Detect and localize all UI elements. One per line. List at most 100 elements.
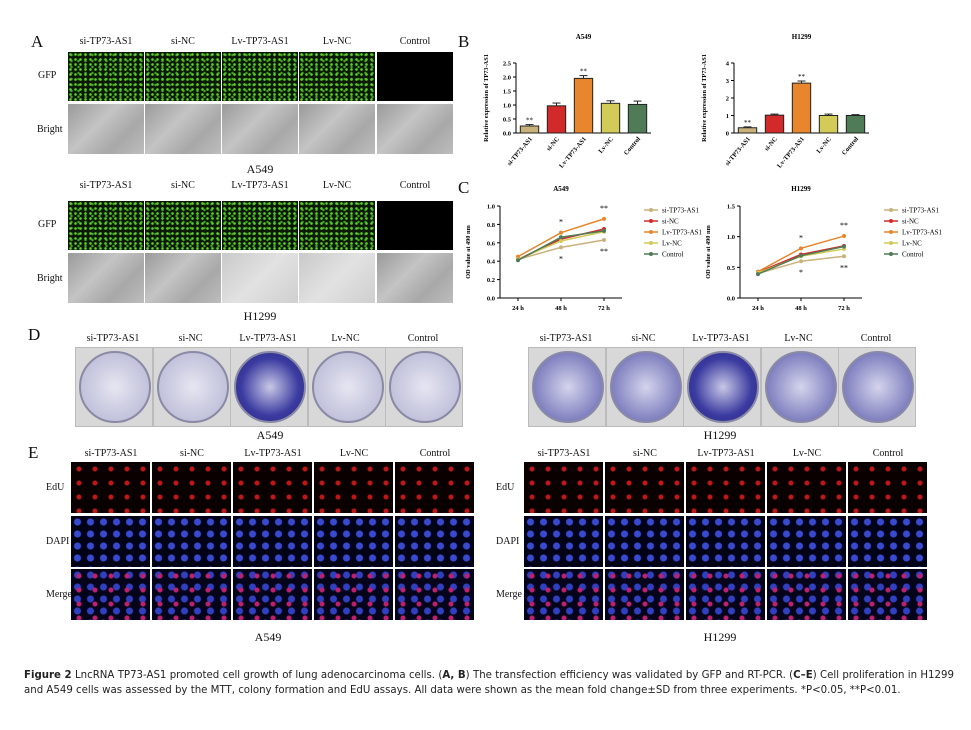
y-tick-label: 1.5	[727, 204, 736, 211]
column-header: Lv-TP73-AS1	[697, 448, 755, 459]
bar	[573, 77, 594, 134]
x-tick-label: Lv-NC	[815, 136, 833, 155]
bar	[519, 125, 540, 134]
column-header: si-TP73-AS1	[537, 448, 591, 459]
legend-marker	[889, 252, 893, 256]
legend-label: si-NC	[902, 218, 919, 226]
brightfield-image	[299, 104, 375, 154]
row-label-edu: EdU	[496, 482, 515, 493]
column-header: Lv-NC	[784, 333, 813, 344]
column-header: si-NC	[631, 333, 656, 344]
x-tick-label: Lv-TP73-AS1	[558, 136, 588, 170]
colony-plate-well	[528, 347, 606, 427]
y-axis-label: OD value at 490 nm	[465, 224, 472, 278]
data-point	[559, 230, 563, 235]
colony-plate-image	[311, 351, 384, 423]
panel-label-d: D	[28, 325, 41, 344]
gfp-image	[377, 201, 453, 250]
significance-above: **	[600, 204, 608, 213]
data-point	[516, 254, 520, 259]
bar	[627, 103, 648, 134]
x-tick-label: 24 h	[512, 305, 524, 312]
bar	[791, 82, 812, 134]
column-header: si-NC	[180, 448, 204, 459]
x-tick-label: Lv-TP73-AS1	[776, 136, 806, 170]
gfp-image	[222, 52, 298, 101]
y-tick-label: 2.5	[503, 61, 512, 68]
x-tick-label: si-TP73-AS1	[724, 136, 752, 167]
column-header: Lv-NC	[792, 448, 822, 459]
figure-caption: Figure 2 LncRNA TP73-AS1 promoted cell g…	[24, 668, 954, 698]
legend-label: si-NC	[662, 218, 679, 226]
colony-plate-well	[605, 347, 684, 427]
y-tick-label: 0.5	[727, 265, 736, 272]
colony-plate-well	[307, 347, 386, 427]
y-axis-label: Relative expression of TP73-AS1	[701, 54, 708, 142]
caption-text: ) The transfection efficiency was valida…	[465, 670, 794, 681]
column-header: Control	[860, 333, 892, 344]
colony-plate-well	[385, 347, 463, 427]
dapi-image	[71, 516, 150, 567]
data-point	[842, 254, 846, 259]
bar	[845, 115, 866, 134]
brightfield-image	[222, 253, 298, 303]
x-tick-label: si-NC	[763, 136, 779, 153]
colony-plate-image	[842, 351, 914, 423]
colony-plate-well	[75, 347, 153, 427]
merge-image	[524, 569, 603, 620]
legend-marker	[649, 252, 653, 256]
legend-label: Lv-TP73-AS1	[902, 229, 943, 237]
row-label-bright: Bright	[37, 124, 63, 135]
column-header: Lv-TP73-AS1	[692, 333, 750, 344]
significance-below: **	[840, 263, 848, 272]
gfp-image	[222, 201, 298, 250]
x-tick-label: Control	[841, 136, 860, 157]
brightfield-image	[299, 253, 375, 303]
merge-image	[686, 569, 765, 620]
y-tick-label: 3	[726, 78, 730, 85]
chart-title: A549	[576, 33, 592, 41]
cell-line-label: H1299	[703, 428, 737, 442]
brightfield-image	[68, 253, 144, 303]
row-label-merge: Merge	[496, 589, 522, 600]
bar	[818, 115, 839, 134]
edu-image	[71, 462, 150, 513]
colony-plate-image	[79, 351, 151, 423]
column-header: si-NC	[171, 36, 195, 47]
significance-below: **	[600, 247, 608, 256]
y-tick-label: 0.5	[503, 117, 512, 124]
data-point	[842, 234, 846, 239]
y-tick-label: 1.5	[503, 89, 512, 96]
panel-label-a: A	[31, 32, 44, 51]
dapi-image	[686, 516, 765, 567]
significance-marker: **	[744, 119, 752, 127]
column-header: si-TP73-AS1	[79, 180, 133, 191]
colony-plate-well	[683, 347, 761, 427]
row-label-dapi: DAPI	[496, 536, 520, 547]
data-point	[842, 244, 846, 249]
y-tick-label: 0.2	[487, 277, 495, 284]
colony-plate-image	[532, 351, 604, 423]
y-tick-label: 0.4	[487, 259, 496, 266]
colony-plate-well	[838, 347, 916, 427]
panel-label-e: E	[28, 443, 39, 462]
bar-chart-a549: A549 Relative expression of TP73-AS1 0.0 0.…	[483, 33, 651, 170]
edu-image	[233, 462, 312, 513]
line-chart-h1299: H1299 OD value at 490 nm 0.0 0.5 1.0 1.5 24 h 4…	[705, 185, 943, 312]
column-header: Lv-NC	[322, 180, 352, 191]
significance-below: *	[799, 268, 803, 277]
brightfield-image	[377, 104, 453, 154]
dapi-image	[233, 516, 312, 567]
gfp-image	[145, 201, 221, 250]
data-point	[559, 235, 563, 240]
legend-label: si-TP73-AS1	[662, 207, 699, 215]
column-header: Control	[872, 448, 904, 459]
column-header: Control	[399, 36, 431, 47]
edu-image	[686, 462, 765, 513]
brightfield-image	[68, 104, 144, 154]
column-header: Lv-TP73-AS1	[244, 448, 302, 459]
column-header: si-NC	[633, 448, 657, 459]
edu-image	[314, 462, 393, 513]
bar	[600, 102, 621, 134]
